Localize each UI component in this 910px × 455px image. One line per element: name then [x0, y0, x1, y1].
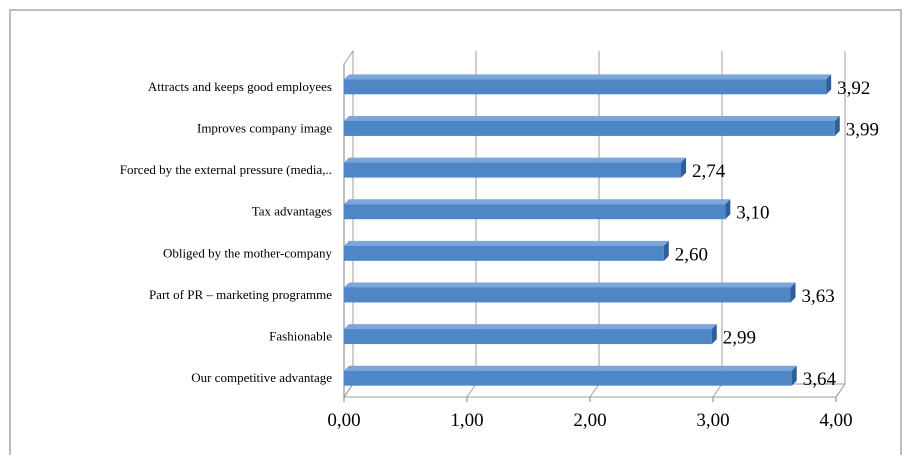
bar	[344, 120, 835, 136]
bar-group	[344, 115, 840, 136]
bar-top-face	[344, 240, 669, 246]
bar	[344, 370, 792, 386]
bar-layer	[344, 74, 840, 386]
bar-top-face	[344, 115, 840, 121]
bar-end-face	[790, 282, 796, 303]
data-label: 2,60	[675, 244, 708, 265]
bar-top-face	[344, 199, 731, 205]
data-label: 2,99	[723, 328, 756, 349]
data-label: 3,64	[803, 369, 837, 390]
bar	[344, 245, 664, 261]
bar	[344, 79, 827, 95]
bar-group	[344, 365, 797, 386]
floor-gridline	[466, 383, 477, 398]
x-tick-label: 2,00	[573, 410, 606, 431]
side-wall	[343, 49, 354, 399]
bar-group	[344, 324, 717, 345]
bar	[344, 204, 726, 220]
data-label: 3,10	[736, 203, 769, 224]
bar-end-face	[725, 199, 731, 220]
bar-group	[344, 199, 731, 220]
bar-top-face	[344, 157, 687, 163]
x-tick-label: 4,00	[819, 410, 852, 431]
grid-layer	[343, 51, 846, 398]
data-label: 2,74	[692, 161, 726, 182]
bar-top-face	[344, 282, 796, 288]
bar-end-face	[711, 324, 717, 345]
category-label: Our competitive advantage	[191, 370, 332, 385]
category-label: Part of PR – marketing programme	[149, 287, 332, 302]
floor-gridline	[589, 383, 600, 398]
x-tick-label: 0,00	[327, 410, 360, 431]
x-tick-label: 1,00	[450, 410, 483, 431]
axis-layer	[343, 49, 846, 402]
x-tick-label: 3,00	[696, 410, 729, 431]
bar-end-face	[681, 157, 687, 178]
bar	[344, 287, 791, 303]
bar-top-face	[344, 365, 797, 371]
data-label: 3,92	[837, 78, 870, 99]
bar-group	[344, 282, 796, 303]
floor	[343, 383, 846, 398]
bar-group	[344, 74, 832, 95]
bar-end-face	[663, 240, 669, 261]
category-label: Obliged by the mother-company	[163, 245, 333, 260]
bar	[344, 329, 712, 345]
floor-gridline	[712, 383, 723, 398]
data-label: 3,99	[846, 119, 879, 140]
chart-frame	[9, 9, 902, 455]
bar-group	[344, 157, 687, 178]
bar-end-face	[826, 74, 832, 95]
category-label: Attracts and keeps good employees	[148, 79, 332, 94]
bar-top-face	[344, 324, 717, 330]
category-label: Tax advantages	[252, 204, 332, 219]
label-layer: 0,00 1,00 2,00 3,00 4,00 Attracts and keeps g…	[120, 78, 879, 431]
category-label: Fashionable	[269, 329, 332, 344]
category-label: Improves company image	[197, 120, 332, 135]
bar-end-face	[834, 115, 840, 136]
data-label: 3,63	[801, 286, 834, 307]
bar-top-face	[344, 74, 832, 80]
category-label: Forced by the external pressure (media,.…	[120, 162, 332, 177]
bar-end-face	[791, 365, 797, 386]
bar	[344, 162, 682, 178]
bar-group	[344, 240, 669, 261]
